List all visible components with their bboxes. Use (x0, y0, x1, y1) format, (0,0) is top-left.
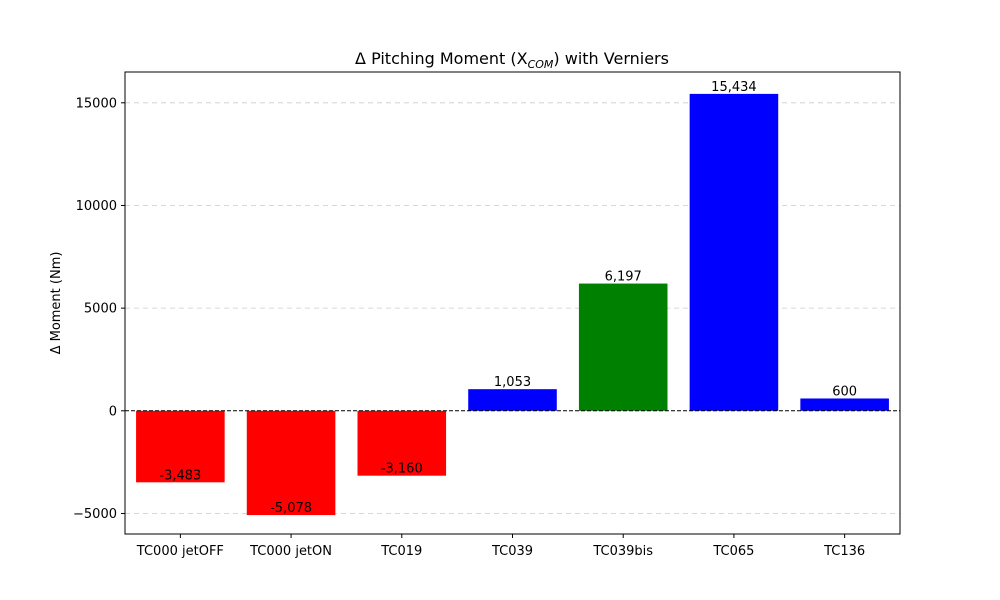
gridlines (125, 102, 900, 514)
x-tick-label: TC000 jetON (249, 544, 332, 559)
x-tick-label: TC039 (491, 544, 533, 559)
data-label: 15,434 (711, 80, 757, 95)
y-tick-label: 5000 (84, 302, 117, 317)
y-tick-label: 10000 (76, 199, 117, 214)
x-tick-label: TC065 (712, 544, 754, 559)
bar (578, 283, 668, 411)
bar (689, 93, 779, 411)
x-tick-label: TC136 (823, 544, 865, 559)
data-label: 1,053 (494, 375, 531, 390)
bar (136, 410, 225, 483)
y-tick-label: −5000 (73, 507, 117, 522)
x-tick-label: TC039bis (592, 544, 653, 559)
y-tick-label: 0 (109, 404, 117, 419)
chart-title: Δ Pitching Moment (XCOM) with Verniers (355, 49, 669, 71)
data-label: 600 (832, 384, 857, 399)
bar (468, 389, 557, 411)
data-label: -5,078 (270, 501, 312, 516)
data-labels: -3,483 -5,078 -3,160 1,053 6,197 15,434 600 (159, 80, 857, 516)
bars (136, 93, 889, 516)
bar (246, 410, 336, 516)
y-axis-title: Δ Moment (Nm) (49, 252, 64, 355)
bar (357, 410, 447, 476)
x-tick-label: TC019 (380, 544, 422, 559)
data-label: -3,483 (159, 468, 201, 483)
data-label: 6,197 (605, 270, 642, 285)
x-tick-label: TC000 jetOFF (136, 544, 224, 559)
bar (800, 398, 889, 411)
axes: −5000 0 5000 10000 15000 TC000 jetOFF TC000 je… (73, 71, 901, 559)
plot-frame (124, 71, 901, 535)
data-label: -3,160 (381, 462, 423, 477)
y-tick-label: 15000 (76, 96, 117, 111)
